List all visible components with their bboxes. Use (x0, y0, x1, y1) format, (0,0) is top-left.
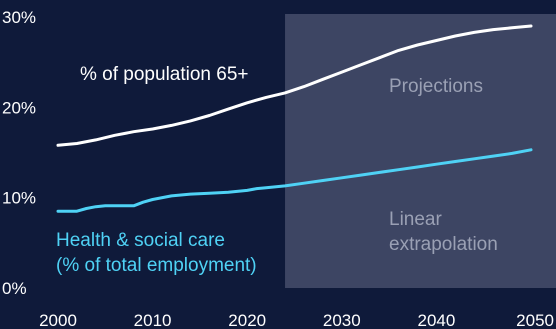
y-tick-label: 20% (2, 98, 36, 117)
x-tick-label: 2040 (417, 311, 455, 329)
projection-band (285, 14, 556, 288)
health-care-line (56, 148, 533, 213)
linear-extrapolation-label-line2: extrapolation (389, 234, 498, 255)
x-tick-label: 2050 (516, 311, 554, 329)
health-care-label-line2: (% of total employment) (56, 255, 257, 276)
x-tick-label: 2030 (323, 311, 361, 329)
x-axis-ticks: 2000 2010 2020 2030 2040 2050 (39, 311, 554, 329)
x-tick-label: 2010 (134, 311, 172, 329)
health-care-label-line1: Health & social care (56, 230, 225, 251)
x-tick-label: 2020 (228, 311, 266, 329)
y-tick-label: 30% (2, 8, 36, 27)
linear-extrapolation-label-line1: Linear (389, 209, 442, 230)
projections-label: Projections (389, 76, 483, 97)
series-lines (56, 24, 533, 213)
y-axis-ticks: 0% 10% 20% 30% (2, 8, 36, 298)
population-65-label: % of population 65+ (80, 64, 249, 85)
y-tick-label: 0% (2, 279, 27, 298)
x-tick-label: 2000 (39, 311, 77, 329)
y-tick-label: 10% (2, 189, 36, 208)
population-65-line (56, 24, 533, 147)
